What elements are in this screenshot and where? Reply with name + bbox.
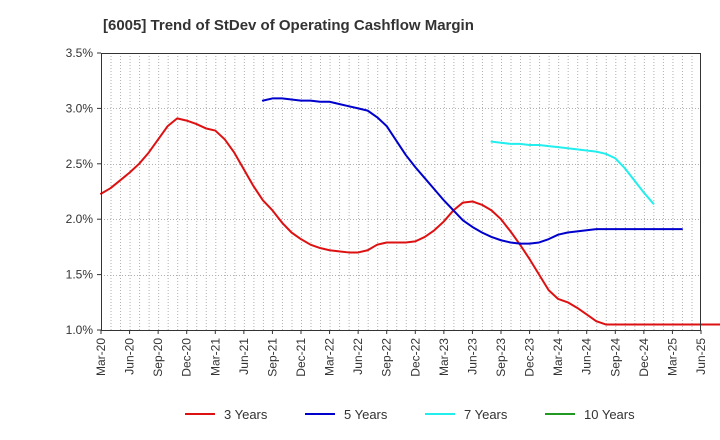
grid — [101, 53, 701, 330]
x-tick-label: Sep-24 — [608, 338, 622, 377]
x-tick-label: Mar-20 — [94, 338, 108, 376]
x-tick-label: Mar-22 — [323, 338, 337, 376]
x-tick-label: Sep-22 — [380, 338, 394, 377]
legend-label-1: 3 Years — [224, 407, 268, 422]
x-tick-label: Sep-23 — [494, 338, 508, 377]
x-tick-label: Sep-20 — [151, 338, 165, 377]
legend-label-2: 5 Years — [344, 407, 388, 422]
x-tick-label: Jun-24 — [580, 338, 594, 375]
y-tick-label: 3.5% — [66, 46, 94, 60]
plot-border — [101, 53, 701, 331]
series-line-3 — [490, 140, 655, 205]
x-tick-label: Dec-21 — [294, 338, 308, 377]
series-line-2 — [261, 97, 683, 245]
x-tick-label: Jun-20 — [123, 338, 137, 375]
x-tick-label: Jun-25 — [694, 338, 708, 375]
x-tick-label: Mar-21 — [208, 338, 222, 376]
plot-frame — [101, 53, 701, 331]
x-tick-label: Jun-21 — [237, 338, 251, 375]
y-tick-label: 3.0% — [66, 101, 94, 115]
x-tick-label: Jun-23 — [465, 338, 479, 375]
x-tick-label: Dec-20 — [180, 338, 194, 377]
chart-title: [6005] Trend of StDev of Operating Cashf… — [103, 17, 474, 34]
y-tick-label: 2.5% — [66, 157, 94, 171]
legend: 3 Years 5 Years 7 Years 10 Years — [185, 407, 635, 422]
y-axis-ticks: 1.0% 1.5% 2.0% 2.5% 3.0% 3.5% — [66, 46, 101, 337]
x-tick-label: Dec-23 — [523, 338, 537, 377]
x-tick-label: Mar-23 — [437, 338, 451, 376]
legend-label-4: 10 Years — [584, 407, 635, 422]
x-tick-label: Sep-21 — [265, 338, 279, 377]
x-tick-label: Jun-22 — [351, 338, 365, 375]
series-lines — [100, 97, 720, 326]
legend-label-3: 7 Years — [464, 407, 508, 422]
x-tick-label: Mar-25 — [665, 338, 679, 376]
series-line-1 — [100, 117, 720, 326]
y-tick-label: 1.5% — [66, 268, 94, 282]
x-tick-label: Dec-22 — [408, 338, 422, 377]
y-tick-label: 2.0% — [66, 212, 94, 226]
x-axis-ticks: Mar-20 Jun-20 Sep-20 Dec-20 Mar-21 Jun-21 Sep-… — [94, 330, 708, 377]
x-tick-label: Dec-24 — [637, 338, 651, 377]
y-tick-label: 1.0% — [66, 323, 94, 337]
x-tick-label: Mar-24 — [551, 338, 565, 376]
